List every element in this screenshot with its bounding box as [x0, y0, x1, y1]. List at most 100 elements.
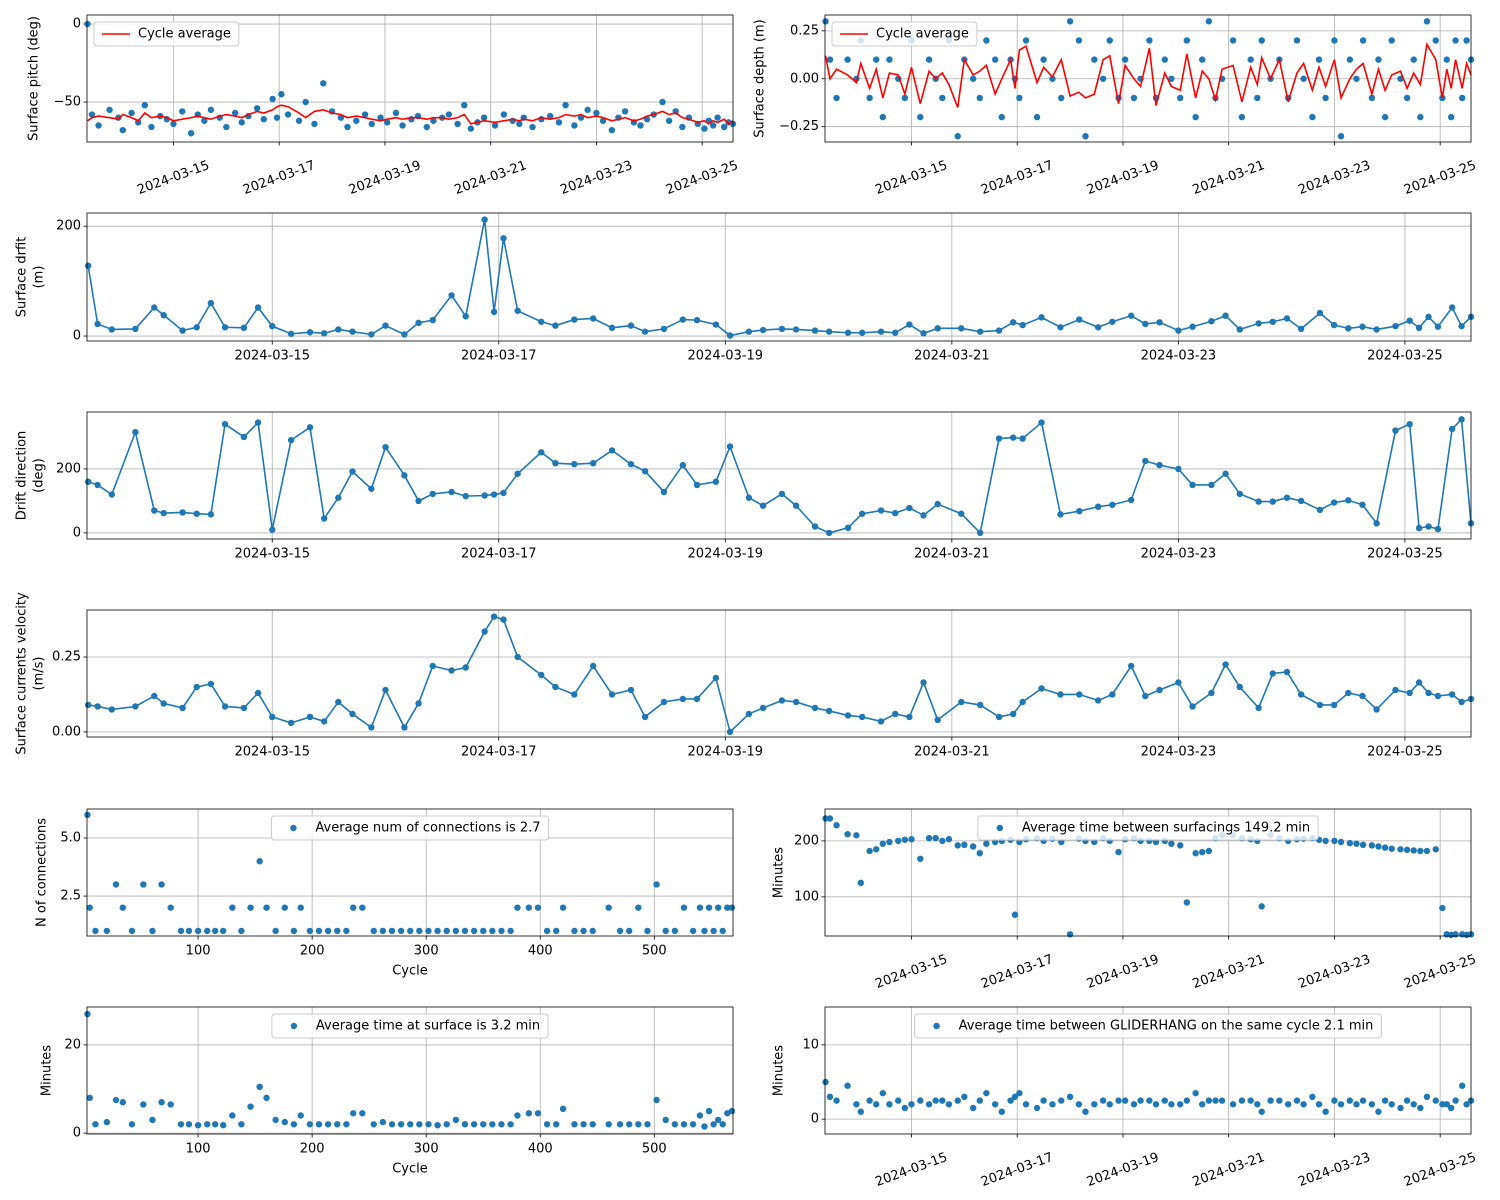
- data-point: [1410, 847, 1417, 854]
- data-point: [253, 105, 261, 112]
- data-point: [778, 490, 786, 498]
- data-point: [892, 509, 899, 517]
- data-point: [1076, 691, 1083, 698]
- data-point: [954, 1097, 961, 1104]
- data-point: [1066, 931, 1074, 938]
- data-point: [995, 435, 1003, 442]
- data-point: [641, 713, 649, 721]
- x-tick-label: 2024-03-21: [914, 745, 990, 760]
- data-point: [553, 1121, 560, 1128]
- data-point: [480, 114, 488, 121]
- data-point: [552, 459, 559, 467]
- data-point: [194, 927, 202, 935]
- data-point: [1208, 689, 1215, 697]
- data-point: [344, 123, 351, 131]
- x-tick-label: 2024-03-17: [461, 547, 537, 562]
- x-tick-label: 2024-03-23: [1141, 745, 1217, 760]
- data-point: [552, 322, 559, 329]
- data-point: [1177, 1101, 1184, 1108]
- data-point: [297, 904, 304, 911]
- data-point: [1432, 1097, 1439, 1104]
- data-point: [306, 329, 314, 336]
- data-point: [1284, 1101, 1292, 1108]
- data-point: [958, 698, 965, 706]
- subplot: −0.25 0.00 0.25 2024-03-15 2024-03-17 2024-03…: [753, 14, 1478, 198]
- data-point: [571, 122, 578, 129]
- data-point: [599, 117, 607, 124]
- data-point: [1094, 503, 1102, 510]
- data-point: [954, 842, 961, 849]
- data-point: [481, 628, 488, 635]
- data-point: [571, 316, 578, 323]
- data-point: [1057, 324, 1064, 331]
- data-point: [660, 325, 668, 333]
- data-point: [627, 322, 635, 329]
- data-point: [461, 101, 468, 109]
- data-point: [219, 1121, 227, 1129]
- data-point: [671, 1121, 679, 1128]
- data-point: [653, 881, 660, 888]
- data-point: [238, 1121, 245, 1128]
- data-point: [833, 1097, 840, 1104]
- data-point: [382, 322, 389, 329]
- data-point: [407, 927, 414, 935]
- data-point: [709, 122, 717, 129]
- data-point: [1406, 317, 1413, 324]
- data-point: [605, 904, 612, 911]
- data-point: [416, 927, 423, 935]
- legend-box: [93, 21, 240, 47]
- data-point: [1161, 1097, 1168, 1104]
- data-point: [349, 328, 356, 335]
- data-point: [1038, 685, 1045, 692]
- data-point: [1247, 1097, 1254, 1104]
- y-tick-label: 0: [73, 329, 81, 344]
- data-point: [94, 703, 101, 710]
- data-point: [1359, 501, 1366, 508]
- legend-label: Cycle average: [138, 27, 231, 42]
- data-point: [388, 927, 396, 935]
- data-point: [415, 700, 422, 707]
- data-point: [269, 95, 276, 103]
- data-point: [1269, 498, 1276, 505]
- data-point: [1255, 498, 1262, 505]
- y-axis-label: Minutes: [772, 847, 787, 898]
- y-tick-label: 5.0: [60, 831, 81, 846]
- data-point: [177, 1121, 185, 1128]
- data-point: [1345, 325, 1352, 332]
- data-point: [1345, 497, 1352, 504]
- x-tick-label: 2024-03-19: [688, 547, 764, 562]
- data-point: [983, 840, 990, 847]
- data-point: [641, 328, 649, 335]
- legend: Average num of connections is 2.7: [270, 815, 550, 841]
- y-axis-label: (m): [32, 266, 47, 289]
- data-point: [1432, 37, 1439, 44]
- data-point: [680, 1121, 688, 1128]
- data-point: [425, 927, 432, 935]
- data-point: [462, 492, 469, 500]
- data-point: [1106, 1101, 1113, 1108]
- data-point: [481, 492, 488, 499]
- data-point: [272, 1116, 279, 1124]
- data-point: [119, 1099, 127, 1106]
- data-point: [1439, 1101, 1446, 1108]
- data-point: [976, 849, 983, 857]
- x-tick-label: 2024-03-21: [1191, 158, 1267, 198]
- data-point: [637, 122, 644, 129]
- data-point: [778, 325, 786, 333]
- data-point: [86, 904, 93, 911]
- data-point: [635, 1121, 642, 1128]
- data-point: [1247, 56, 1254, 63]
- x-tick-label: 500: [642, 944, 667, 959]
- data-point: [201, 117, 208, 124]
- y-axis-label: Drift direction: [15, 431, 30, 521]
- data-point: [388, 1121, 396, 1128]
- data-point: [1205, 18, 1213, 25]
- data-point: [320, 718, 328, 725]
- data-point: [534, 1110, 542, 1117]
- data-point: [726, 332, 734, 339]
- legend-box: [271, 1013, 549, 1039]
- legend: Average time between surfacings 149.2 mi…: [977, 815, 1319, 841]
- y-tick-label: −50: [54, 95, 81, 110]
- data-point: [724, 904, 731, 911]
- plot-frame: [824, 808, 1472, 937]
